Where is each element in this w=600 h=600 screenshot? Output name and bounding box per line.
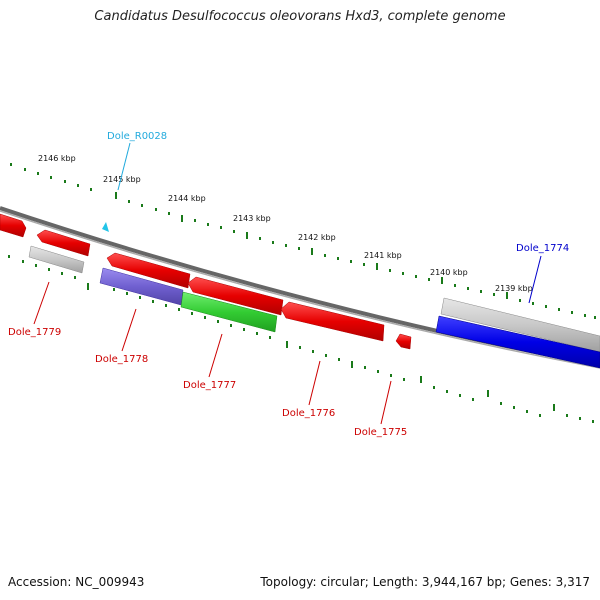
kbp-label-2145: 2145 kbp <box>103 175 141 184</box>
genome-title: Candidatus Desulfococcus oleovorans Hxd3… <box>94 9 506 24</box>
gene-bar-gray-right[interactable] <box>440 297 600 353</box>
gene-arrow-upper-1[interactable] <box>0 213 27 238</box>
gene-label-dole-1774: Dole_1774 <box>516 243 569 254</box>
topology-text: Topology: circular; Length: 3,944,167 bp… <box>260 575 590 589</box>
kbp-label-2146: 2146 kbp <box>38 154 76 163</box>
callout-line-1776 <box>308 360 321 406</box>
gene-arrow-upper-3[interactable] <box>106 252 191 289</box>
gene-bar-gray-left[interactable] <box>28 245 85 274</box>
gene-bar-purple[interactable] <box>99 267 184 306</box>
callout-line-1775 <box>380 380 392 425</box>
gene-arrow-upper-2[interactable] <box>36 229 91 257</box>
gene-label-dole-1778: Dole_1778 <box>95 354 148 365</box>
kbp-label-2141: 2141 kbp <box>364 251 402 260</box>
accession-text: Accession: NC_009943 <box>8 575 145 589</box>
callout-line-1774 <box>528 255 542 304</box>
callout-line-1779 <box>33 281 50 325</box>
gene-label-dole-1775: Dole_1775 <box>354 427 407 438</box>
callout-line-r0028 <box>117 142 131 191</box>
gene-arrow-upper-4[interactable] <box>187 276 284 316</box>
gene-bar-blue[interactable] <box>435 315 600 369</box>
lower-scale-ticks <box>8 255 594 423</box>
callout-line-1777 <box>208 333 223 378</box>
kbp-label-2144: 2144 kbp <box>168 194 206 203</box>
kbp-label-2142: 2142 kbp <box>298 233 336 242</box>
kbp-label-2139: 2139 kbp <box>495 284 533 293</box>
upper-scale-ticks <box>10 163 596 319</box>
rna-feature-marker[interactable] <box>102 222 109 232</box>
gene-label-dole-r0028: Dole_R0028 <box>107 131 167 142</box>
gene-label-dole-1779: Dole_1779 <box>8 327 61 338</box>
kbp-label-2140: 2140 kbp <box>430 268 468 277</box>
gene-arrow-upper-5[interactable] <box>280 301 385 342</box>
kbp-label-2143: 2143 kbp <box>233 214 271 223</box>
callout-line-1778 <box>121 308 137 352</box>
gene-label-dole-1777: Dole_1777 <box>183 380 236 391</box>
gene-bar-green[interactable] <box>180 291 278 333</box>
gene-arrow-upper-6[interactable] <box>395 333 412 350</box>
gene-label-dole-1776: Dole_1776 <box>282 408 335 419</box>
